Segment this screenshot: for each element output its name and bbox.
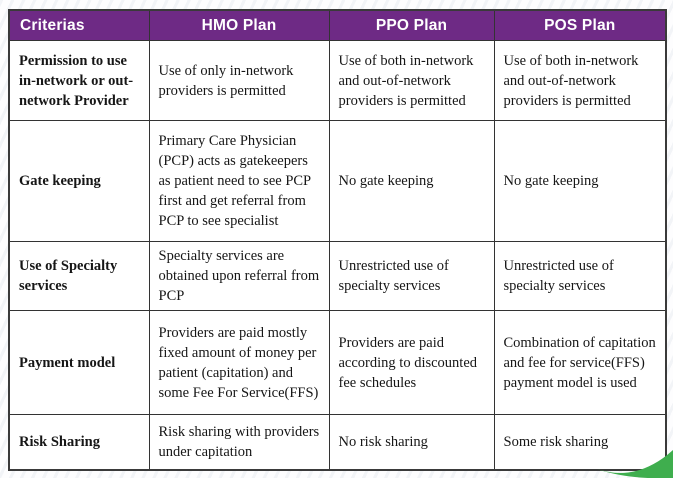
table-row-payment-model: Payment model Providers are paid mostly … [8,310,667,416]
header-cell-ppo-plan: PPO Plan [328,9,495,42]
criteria-cell: Risk Sharing [8,414,150,471]
table-cell-pos: Use of both in-network and out-of-networ… [493,40,667,122]
header-cell-pos-plan: POS Plan [493,9,667,42]
comparison-table: Criterias HMO Plan PPO Plan POS Plan Per… [8,9,667,471]
table-cell-ppo: Unrestricted use of specialty services [328,241,495,312]
criteria-cell: Permission to use in-network or out-netw… [8,40,150,122]
header-cell-hmo-plan: HMO Plan [148,9,330,42]
table-cell-pos: Unrestricted use of specialty services [493,241,667,312]
table-cell-ppo: No gate keeping [328,120,495,243]
criteria-cell: Use of Specialty services [8,241,150,312]
table-cell-ppo: Providers are paid according to discount… [328,310,495,416]
table-row-risk-sharing: Risk Sharing Risk sharing with providers… [8,414,667,471]
table-row-specialty-services: Use of Specialty services Specialty serv… [8,241,667,312]
table-row-permission: Permission to use in-network or out-netw… [8,40,667,122]
table-cell-ppo: Use of both in-network and out-of-networ… [328,40,495,122]
table-cell-hmo: Risk sharing with providers under capita… [148,414,330,471]
table-cell-hmo: Primary Care Physician (PCP) acts as gat… [148,120,330,243]
criteria-cell: Gate keeping [8,120,150,243]
table-cell-hmo: Specialty services are obtained upon ref… [148,241,330,312]
table-cell-hmo: Use of only in-network providers is perm… [148,40,330,122]
table-cell-pos: Combination of capitation and fee for se… [493,310,667,416]
table-cell-pos: No gate keeping [493,120,667,243]
header-row: Criterias HMO Plan PPO Plan POS Plan [8,9,667,42]
criteria-cell: Payment model [8,310,150,416]
table-row-gate-keeping: Gate keeping Primary Care Physician (PCP… [8,120,667,243]
table-cell-ppo: No risk sharing [328,414,495,471]
plan-comparison-table: Criterias HMO Plan PPO Plan POS Plan Per… [8,9,667,471]
header-cell-criterias: Criterias [8,9,150,42]
table-cell-pos: Some risk sharing [493,414,667,471]
table-cell-hmo: Providers are paid mostly fixed amount o… [148,310,330,416]
